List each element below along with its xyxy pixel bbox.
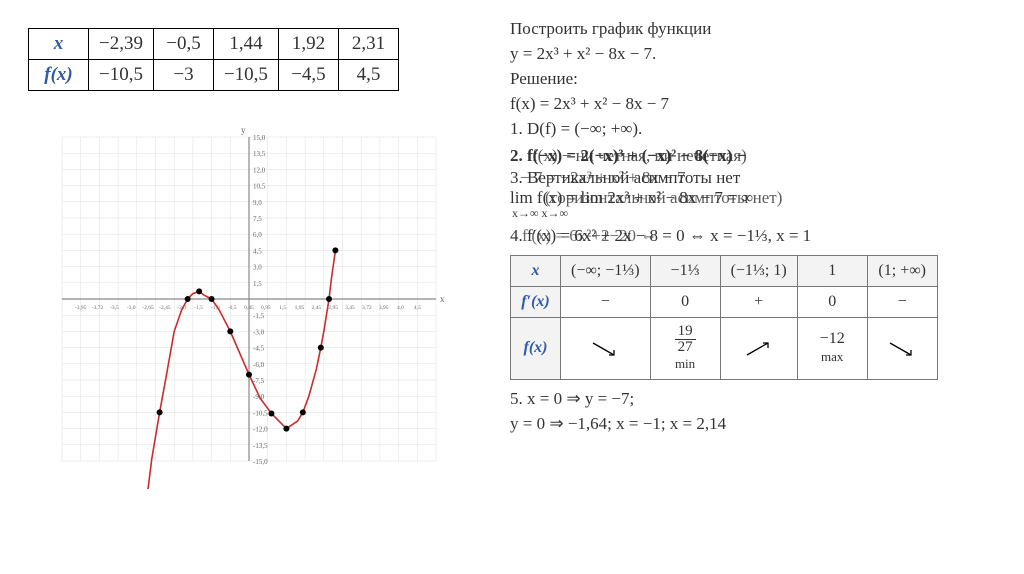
svg-text:3,0: 3,0 xyxy=(253,264,262,272)
svg-text:1,95: 1,95 xyxy=(295,305,305,311)
svg-text:4,5: 4,5 xyxy=(414,305,421,311)
table-row: x −2,39 −0,5 1,44 1,92 2,31 xyxy=(29,29,399,60)
cell: − xyxy=(867,286,937,317)
cell: −2,39 xyxy=(89,29,154,60)
svg-text:10,5: 10,5 xyxy=(253,183,266,191)
row-label-fprime: f′(x) xyxy=(511,286,561,317)
svg-text:6,0: 6,0 xyxy=(253,231,262,239)
table-row: f(x) −10,5 −3 −10,5 −4,5 4,5 xyxy=(29,60,399,91)
svg-text:1,5: 1,5 xyxy=(253,280,262,288)
step1: 1. D(f) = (−∞; +∞). xyxy=(510,118,1010,141)
step2-overlap: 2. f(−x) = 2(−x)³ + (−x)² − 8(−x) − f(x)… xyxy=(510,143,1010,207)
svg-text:-13,5: -13,5 xyxy=(253,442,268,450)
arrow-up-icon xyxy=(744,340,774,358)
svg-text:1,5: 1,5 xyxy=(279,305,286,311)
cell: −10,5 xyxy=(89,60,154,91)
svg-text:x: x xyxy=(440,294,445,304)
svg-text:3,45: 3,45 xyxy=(345,305,355,311)
svg-text:2,95: 2,95 xyxy=(328,305,338,311)
svg-text:12,0: 12,0 xyxy=(253,166,266,174)
solution-label: Решение: xyxy=(510,68,1010,91)
svg-text:-3,95: -3,95 xyxy=(75,305,87,311)
cell: 0 xyxy=(650,286,720,317)
svg-text:-3,0: -3,0 xyxy=(127,305,136,311)
svg-text:-10,5: -10,5 xyxy=(253,409,268,417)
svg-text:0,45: 0,45 xyxy=(244,305,254,311)
cell: − xyxy=(561,286,651,317)
svg-text:-3,72: -3,72 xyxy=(92,305,104,311)
step4b: f′(x) = 6x²+2−20 ⇔ xyxy=(522,225,657,248)
svg-text:-15,0: -15,0 xyxy=(253,458,268,466)
value-table: x −2,39 −0,5 1,44 1,92 2,31 f(x) −10,5 −… xyxy=(28,28,399,91)
cell: 1927 min xyxy=(650,317,720,379)
cell: −3 xyxy=(153,60,213,91)
svg-text:-3,0: -3,0 xyxy=(253,328,265,336)
step4-overlap: 4. f′(x) = 6x² + 2x − 8 = 0 ⇔ x = −1⅓, x… xyxy=(510,223,1010,245)
row-label-x: x xyxy=(511,255,561,286)
sign-table: x (−∞; −1⅓) −1⅓ (−1⅓; 1) 1 (1; +∞) f′(x)… xyxy=(510,255,938,380)
row-header-x: x xyxy=(29,29,89,60)
svg-text:3,95: 3,95 xyxy=(379,305,389,311)
func: y = 2x³ + x² − 8x − 7. xyxy=(510,43,1010,66)
svg-text:-7,5: -7,5 xyxy=(253,377,265,385)
cell: + xyxy=(720,286,797,317)
cell: 1,92 xyxy=(278,29,338,60)
svg-text:y: y xyxy=(241,125,246,135)
svg-text:4,5: 4,5 xyxy=(253,247,262,255)
table-row: f′(x) − 0 + 0 − xyxy=(511,286,938,317)
col-header: (−1⅓; 1) xyxy=(720,255,797,286)
svg-text:-1,5: -1,5 xyxy=(194,305,203,311)
svg-text:-0,5: -0,5 xyxy=(228,305,237,311)
svg-text:9,0: 9,0 xyxy=(253,199,262,207)
svg-text:13,5: 13,5 xyxy=(253,150,266,158)
table-row: f(x) 1927 min −12 max xyxy=(511,317,938,379)
svg-text:-2,65: -2,65 xyxy=(142,305,154,311)
col-header: 1 xyxy=(797,255,867,286)
step5a: 5. x = 0 ⇒ y = −7; xyxy=(510,388,1010,411)
svg-text:15,0: 15,0 xyxy=(253,134,266,142)
cell xyxy=(561,317,651,379)
svg-text:4,0: 4,0 xyxy=(397,305,404,311)
svg-text:-2,45: -2,45 xyxy=(159,305,171,311)
step5b: y = 0 ⇒ −1,64; x = −1; x = 2,14 xyxy=(510,413,1010,436)
cell: −12 max xyxy=(797,317,867,379)
arrow-down-icon xyxy=(590,340,620,358)
cell: −10,5 xyxy=(213,60,278,91)
svg-text:0,95: 0,95 xyxy=(261,305,271,311)
svg-text:-3,5: -3,5 xyxy=(110,305,119,311)
function-chart: -15,0-13,5-12,0-10,5-9,0-7,5-6,0-4,5-3,0… xyxy=(34,109,464,489)
svg-text:-1,5: -1,5 xyxy=(253,312,265,320)
arrow-down-icon xyxy=(887,340,917,358)
left-column: x −2,39 −0,5 1,44 1,92 2,31 f(x) −10,5 −… xyxy=(10,10,490,564)
svg-text:-4,5: -4,5 xyxy=(253,345,265,353)
cell: 1,44 xyxy=(213,29,278,60)
col-header: (1; +∞) xyxy=(867,255,937,286)
row-header-fx: f(x) xyxy=(29,60,89,91)
col-header: −1⅓ xyxy=(650,255,720,286)
cell: −4,5 xyxy=(278,60,338,91)
col-header: (−∞; −1⅓) xyxy=(561,255,651,286)
cell: 2,31 xyxy=(338,29,398,60)
right-column: Построить график функции y = 2x³ + x² − … xyxy=(510,10,1010,564)
cell: 4,5 xyxy=(338,60,398,91)
cell xyxy=(720,317,797,379)
step3d: (горизонтальной асимптоты нет) xyxy=(545,187,782,210)
svg-text:7,5: 7,5 xyxy=(253,215,262,223)
title: Построить график функции xyxy=(510,18,1010,41)
cell xyxy=(867,317,937,379)
svg-text:3,72: 3,72 xyxy=(362,305,372,311)
cell: −0,5 xyxy=(153,29,213,60)
svg-text:-6,0: -6,0 xyxy=(253,361,265,369)
table-row: x (−∞; −1⅓) −1⅓ (−1⅓; 1) 1 (1; +∞) xyxy=(511,255,938,286)
step2b: f(x) − ни четная, ни нечетная) xyxy=(532,145,747,168)
fx: f(x) = 2x³ + x² − 8x − 7 xyxy=(510,93,1010,116)
svg-text:-12,0: -12,0 xyxy=(253,426,268,434)
svg-text:2,45: 2,45 xyxy=(312,305,322,311)
row-label-fvals: f(x) xyxy=(511,317,561,379)
cell: 0 xyxy=(797,286,867,317)
